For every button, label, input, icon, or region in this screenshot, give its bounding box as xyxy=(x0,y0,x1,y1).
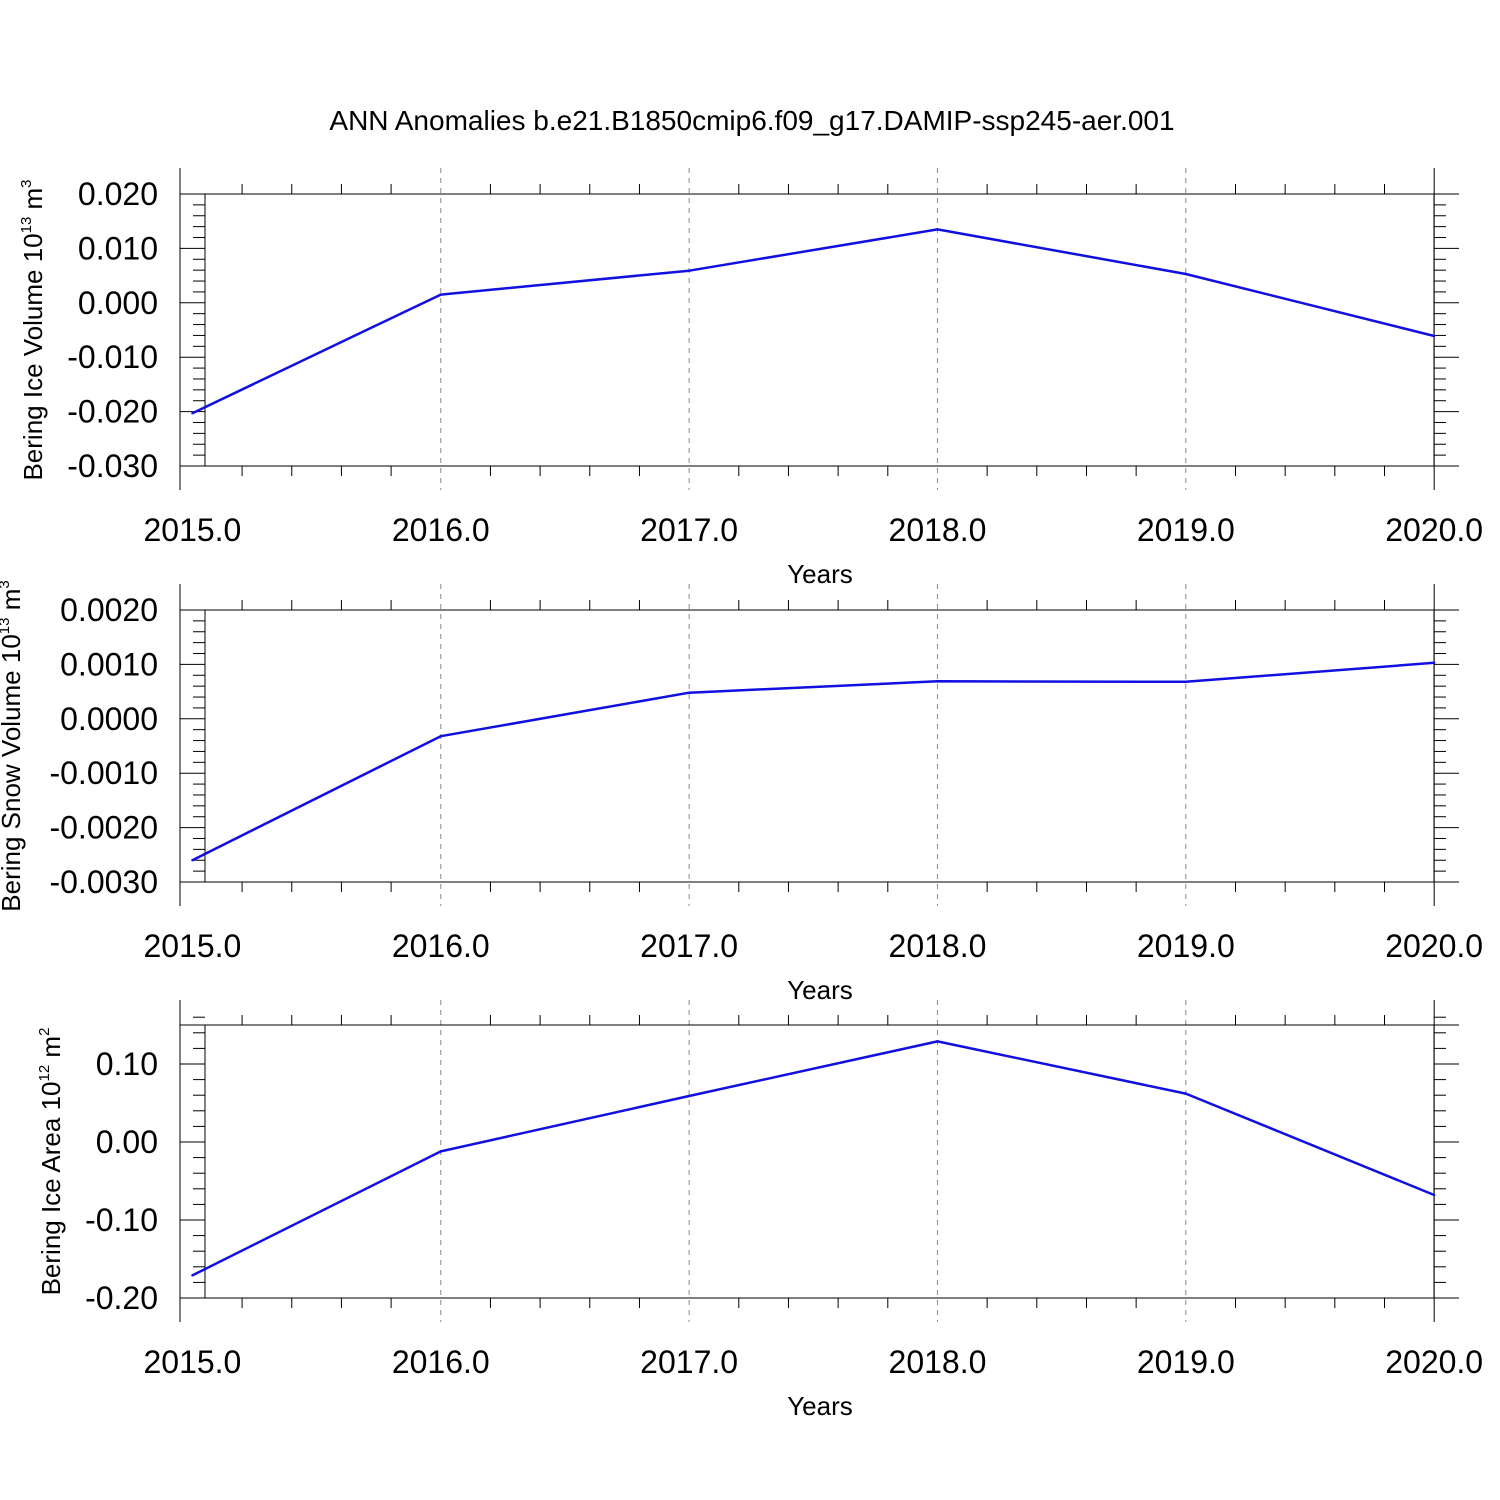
x-axis-label: Years xyxy=(787,559,853,589)
y-tick-label: -0.10 xyxy=(85,1202,158,1238)
x-tick-label: 2020.0 xyxy=(1385,928,1483,964)
y-tick-label: -0.030 xyxy=(67,448,158,484)
panels: -0.030 -0.020 -0.010 0.000 0.010 0.020 2015.0 2… xyxy=(0,168,1483,1421)
data-point xyxy=(439,1150,442,1153)
x-tick-label: 2019.0 xyxy=(1137,512,1235,548)
x-tick-label: 2018.0 xyxy=(889,512,987,548)
series-line xyxy=(191,661,1435,862)
x-tick-label: 2016.0 xyxy=(392,1344,490,1380)
y-axis-label: Bering Snow Volume 1013 m3 xyxy=(0,580,26,911)
x-tick-label: 2020.0 xyxy=(1385,1344,1483,1380)
y-axis-label-ylabel-main: Bering Ice Area 10 xyxy=(36,1082,66,1296)
y-axis-label-ylabel-exp: 13 xyxy=(18,217,35,234)
y-tick-label: -0.010 xyxy=(67,339,158,375)
data-point xyxy=(687,1094,691,1098)
y-tick-label: 0.010 xyxy=(78,230,158,266)
x-tick-label: 2018.0 xyxy=(889,1344,987,1380)
y-axis-label-ylabel-main: Bering Ice Volume 10 xyxy=(18,233,48,480)
y-tick-label: -0.020 xyxy=(67,394,158,430)
y-axis-label-ylabel-unit-exp: 3 xyxy=(18,179,35,187)
x-axis-label: Years xyxy=(787,1391,853,1421)
x-tick-label: 2017.0 xyxy=(640,512,738,548)
y-tick-label: 0.0020 xyxy=(60,592,158,628)
y-axis-label-ylabel-unit-exp: 2 xyxy=(36,1028,53,1036)
series-line xyxy=(191,228,1435,415)
y-tick-label: -0.20 xyxy=(85,1280,158,1316)
data-point xyxy=(191,1274,194,1277)
y-axis-label-ylabel-main: Bering Snow Volume 10 xyxy=(0,634,26,912)
x-axis-label: Years xyxy=(787,975,853,1005)
y-axis-label-ylabel-exp: 13 xyxy=(0,618,13,635)
x-tick-label: 2016.0 xyxy=(392,512,490,548)
series-line xyxy=(191,1040,1435,1277)
panel-3: -0.20 -0.10 0.00 0.10 2015.0 2016.0 2017.0 2018… xyxy=(36,1000,1483,1421)
data-point xyxy=(936,1040,939,1043)
data-point xyxy=(1432,661,1436,664)
y-tick-label: 0.000 xyxy=(78,285,158,321)
y-tick-label: 0.10 xyxy=(96,1046,158,1082)
data-point xyxy=(1184,680,1188,684)
data-point xyxy=(1432,334,1436,338)
data-point xyxy=(936,680,939,683)
x-tick-label: 2017.0 xyxy=(640,928,738,964)
data-point xyxy=(936,228,939,231)
data-point xyxy=(191,412,194,415)
y-axis-label-ylabel-unit: m xyxy=(18,188,48,217)
y-axis-label: Bering Ice Area 1012 m2 xyxy=(36,1028,66,1296)
y-axis-label-ylabel-unit: m xyxy=(36,1036,66,1065)
y-tick-label: -0.0030 xyxy=(49,864,158,900)
data-point xyxy=(687,691,691,694)
x-tick-label: 2015.0 xyxy=(143,928,241,964)
y-tick-label: 0.020 xyxy=(78,176,158,212)
y-axis-label: Bering Ice Volume 1013 m3 xyxy=(18,179,48,480)
x-tick-label: 2019.0 xyxy=(1137,928,1235,964)
data-point xyxy=(439,735,442,738)
y-tick-label: -0.0010 xyxy=(49,755,158,791)
x-tick-label: 2018.0 xyxy=(889,928,987,964)
data-point xyxy=(687,269,691,272)
y-axis-label-ylabel-unit: m xyxy=(0,589,26,618)
data-point xyxy=(439,293,442,296)
figure-title: ANN Anomalies b.e21.B1850cmip6.f09_g17.D… xyxy=(329,105,1174,136)
panel-1: -0.030 -0.020 -0.010 0.000 0.010 0.020 2015.0 2… xyxy=(18,168,1483,589)
x-tick-label: 2017.0 xyxy=(640,1344,738,1380)
y-tick-label: 0.0010 xyxy=(60,646,158,682)
y-axis-label-ylabel-unit-exp: 3 xyxy=(0,580,13,588)
data-point xyxy=(1432,1193,1436,1197)
y-axis-label-ylabel-exp: 12 xyxy=(36,1065,53,1082)
x-tick-label: 2019.0 xyxy=(1137,1344,1235,1380)
x-tick-label: 2015.0 xyxy=(143,512,241,548)
x-tick-label: 2020.0 xyxy=(1385,512,1483,548)
y-tick-label: -0.0020 xyxy=(49,810,158,846)
data-point xyxy=(191,859,194,862)
data-point xyxy=(1184,1092,1188,1095)
data-point xyxy=(1184,272,1188,276)
x-tick-label: 2016.0 xyxy=(392,928,490,964)
panel-2: -0.0030 -0.0020 -0.0010 0.0000 0.0010 0.0020 2… xyxy=(0,580,1483,1005)
x-tick-label: 2015.0 xyxy=(143,1344,241,1380)
y-tick-label: 0.00 xyxy=(96,1124,158,1160)
y-tick-label: 0.0000 xyxy=(60,701,158,737)
